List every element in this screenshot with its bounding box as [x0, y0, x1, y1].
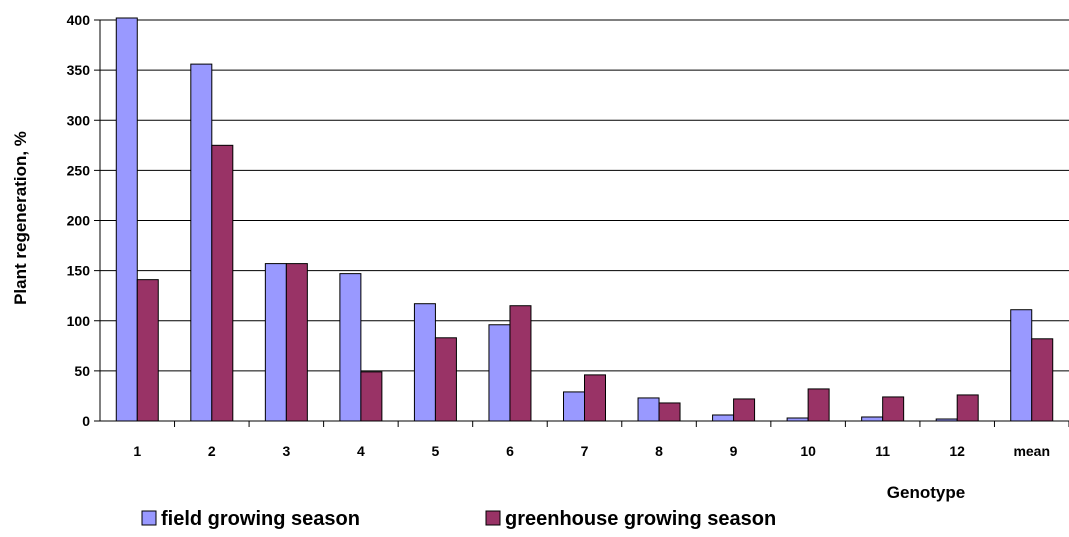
bar-greenhouse-1 [136, 279, 159, 422]
bar-field-1 [115, 17, 138, 422]
y-tick-label: 0 [82, 413, 90, 429]
x-tick-label: 9 [730, 443, 738, 459]
bar-greenhouse-7 [584, 374, 606, 422]
y-tick-label: 250 [67, 162, 91, 178]
bar-field-3 [264, 263, 287, 422]
y-tick-label: 150 [67, 263, 91, 279]
bar-greenhouse-2 [211, 144, 234, 422]
bar-field-7 [563, 391, 585, 422]
bar-greenhouse-12 [956, 394, 979, 422]
y-tick-label: 350 [67, 62, 91, 78]
y-tick-label: 300 [67, 112, 91, 128]
bar-field-8 [637, 397, 660, 422]
y-tick-label: 400 [67, 12, 91, 28]
bars [115, 17, 1054, 422]
x-tick-label: 1 [133, 443, 141, 459]
bar-field-4 [339, 273, 362, 422]
bar-greenhouse-6 [509, 305, 532, 422]
x-tick-label: 5 [432, 443, 440, 459]
legend-swatch-greenhouse [485, 510, 501, 526]
x-axis-title: Genotype [887, 483, 965, 502]
x-tick-label: 6 [506, 443, 514, 459]
x-axis-ticks: 1 2 3 4 5 6 7 8 9 10 11 12 mean [133, 421, 1069, 459]
x-tick-label: 2 [208, 443, 216, 459]
y-tick-label: 50 [74, 363, 90, 379]
bar-greenhouse-mean [1031, 338, 1054, 422]
y-tick-label: 100 [67, 313, 91, 329]
y-axis-ticks: 0 50 100 150 200 250 300 350 400 [67, 12, 100, 429]
legend: field growing season greenhouse growing … [141, 508, 776, 530]
x-tick-label: 3 [282, 443, 290, 459]
bar-field-5 [413, 303, 436, 422]
bar-field-6 [488, 324, 511, 422]
bar-greenhouse-4 [360, 371, 383, 422]
x-tick-label: mean [1013, 443, 1050, 459]
gridlines [100, 19, 1069, 372]
legend-swatch-field [141, 510, 157, 526]
y-tick-label: 200 [67, 213, 91, 229]
bar-field-11 [861, 416, 884, 422]
bar-field-mean [1010, 309, 1033, 422]
bar-greenhouse-11 [882, 396, 905, 422]
y-axis-title: Plant regeneration, % [11, 131, 30, 305]
x-tick-label: 7 [581, 443, 589, 459]
legend-label-field: field growing season [161, 508, 360, 530]
x-tick-label: 4 [357, 443, 365, 459]
legend-label-greenhouse: greenhouse growing season [505, 508, 776, 530]
bar-greenhouse-10 [807, 388, 830, 422]
x-tick-label: 10 [800, 443, 816, 459]
bar-greenhouse-9 [733, 398, 756, 422]
bar-greenhouse-8 [658, 402, 681, 422]
bar-field-2 [190, 63, 213, 422]
bar-greenhouse-5 [434, 337, 457, 422]
x-tick-label: 11 [875, 443, 890, 459]
bar-field-9 [712, 414, 735, 422]
x-tick-label: 12 [949, 443, 965, 459]
bar-greenhouse-3 [285, 263, 308, 422]
x-tick-label: 8 [655, 443, 663, 459]
